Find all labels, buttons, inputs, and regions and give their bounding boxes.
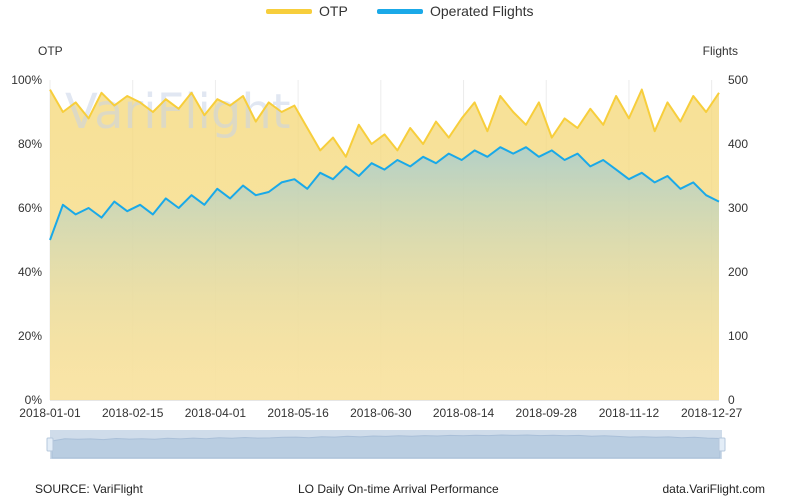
- x-tick-label: 2018-04-01: [185, 406, 247, 420]
- range-navigator-preview: [51, 434, 721, 459]
- x-tick-label: 2018-06-30: [350, 406, 412, 420]
- watermark: VariFlight: [65, 84, 291, 140]
- legend-swatch-flights: [377, 9, 423, 14]
- range-handle-left[interactable]: [46, 437, 54, 452]
- y-left-tick-label: 0%: [25, 393, 43, 407]
- x-tick-labels: 2018-01-01 2018-02-15 2018-04-01 2018-05-16…: [19, 406, 742, 420]
- x-tick-label: 2018-12-27: [681, 406, 743, 420]
- y-left-tick-label: 100%: [11, 73, 42, 87]
- legend-item-otp[interactable]: OTP: [266, 3, 348, 19]
- legend-label-otp: OTP: [319, 3, 348, 19]
- x-tick-label: 2018-08-14: [433, 406, 495, 420]
- y-left-tick-label: 40%: [18, 265, 42, 279]
- x-tick-label: 2018-02-15: [102, 406, 164, 420]
- series-line-otp[interactable]: [49, 88, 720, 158]
- footer-site[interactable]: data.VariFlight.com: [663, 482, 766, 496]
- legend-label-flights: Operated Flights: [430, 3, 534, 19]
- y-right-tick-label: 400: [728, 137, 748, 151]
- y-right-tick-label: 200: [728, 265, 748, 279]
- x-tick-label: 2018-11-12: [599, 406, 660, 420]
- y-left-title: OTP: [38, 44, 63, 58]
- y-right-tick-label: 0: [728, 393, 735, 407]
- y-right-tick-labels: 0 100 200 300 400 500: [728, 73, 748, 407]
- y-left-tick-label: 80%: [18, 137, 42, 151]
- range-handle-right[interactable]: [718, 437, 726, 452]
- y-left-tick-label: 20%: [18, 329, 42, 343]
- x-tick-label: 2018-05-16: [267, 406, 329, 420]
- y-right-tick-label: 300: [728, 201, 748, 215]
- series-line-operated-flights[interactable]: [49, 146, 720, 241]
- x-tick-label: 2018-01-01: [19, 406, 81, 420]
- range-navigator[interactable]: [46, 430, 726, 459]
- y-left-tick-label: 60%: [18, 201, 42, 215]
- footer-source: SOURCE: VariFlight: [35, 482, 143, 496]
- area-layer: [50, 89, 719, 400]
- footer-title: LO Daily On-time Arrival Performance: [298, 482, 499, 496]
- x-tick-label: 2018-09-28: [516, 406, 578, 420]
- series-area-operated-flights: [50, 147, 719, 400]
- y-left-tick-labels: 0% 20% 40% 60% 80% 100%: [11, 73, 42, 407]
- legend: OTP Operated Flights: [266, 3, 534, 19]
- y-right-tick-label: 500: [728, 73, 748, 87]
- y-right-title: Flights: [703, 44, 738, 58]
- y-right-tick-label: 100: [728, 329, 748, 343]
- line-layer: [49, 88, 720, 241]
- legend-item-operated-flights[interactable]: Operated Flights: [377, 3, 534, 19]
- legend-swatch-otp: [266, 9, 312, 14]
